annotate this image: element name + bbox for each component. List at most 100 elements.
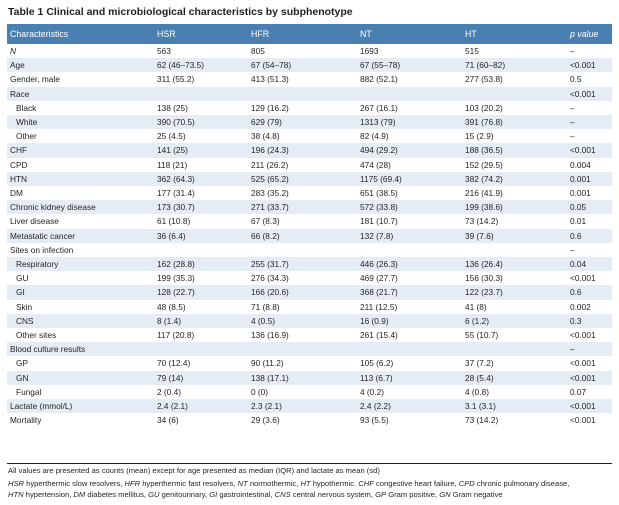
- cell-hfr: 29 (3.6): [251, 415, 280, 426]
- row-label: N: [10, 46, 16, 56]
- cell-p-value: –: [570, 46, 575, 56]
- cell-ht: [462, 342, 567, 357]
- abbreviation-definition: gastrointestinal,: [217, 490, 275, 499]
- abbreviation: DM: [73, 490, 86, 499]
- cell-hsr: 118 (21): [157, 159, 188, 170]
- table-row: GI 128 (22.7) 166 (20.6) 368 (21.7) 122 (23.…: [7, 285, 612, 300]
- cell-nt: 4 (0.2): [360, 386, 384, 397]
- cell-nt: 882 (52.1): [360, 74, 398, 85]
- cell-nt: 572 (33.8): [357, 200, 462, 215]
- cell-p-value: –: [570, 102, 575, 113]
- characteristics-table: Characteristics HSR HFR NT HT p value N 5…: [7, 24, 612, 427]
- cell-hfr: [248, 243, 357, 257]
- cell-nt: 82 (4.9): [360, 131, 389, 142]
- abbreviation-definition: chronic pulmonary disease,: [474, 479, 570, 488]
- abbreviation-definition: Gram positive,: [386, 490, 440, 499]
- table-row: Gender, male 311 (55.2) 413 (51.3) 882 (52.…: [7, 72, 612, 86]
- cell-hsr: [154, 86, 248, 101]
- cell-ht: 382 (74.2): [462, 171, 567, 187]
- row-label: DM: [10, 188, 23, 199]
- cell-nt: [357, 243, 462, 257]
- cell-hfr: 136 (16.9): [251, 330, 289, 341]
- cell-nt: 446 (26.3): [357, 257, 462, 272]
- abbreviation: HFR: [124, 479, 141, 488]
- row-label: Skin: [16, 301, 33, 312]
- cell-p-value: <0.001: [570, 415, 596, 426]
- cell-nt: 132 (7.8): [357, 228, 462, 243]
- column-header-p-value: p value: [567, 24, 612, 44]
- cell-hsr: [154, 342, 248, 357]
- row-label: Respiratory: [7, 257, 154, 272]
- table-row: N 563 805 1693 515 –: [7, 44, 612, 58]
- cell-hfr: 805: [251, 46, 265, 56]
- row-label: Chronic kidney disease: [7, 200, 154, 215]
- cell-ht: 515: [465, 46, 479, 56]
- abbreviation: NT: [237, 479, 248, 488]
- cell-ht: 199 (38.6): [462, 200, 567, 215]
- cell-hsr: 390 (70.5): [154, 115, 248, 130]
- cell-ht: 41 (8): [465, 301, 487, 312]
- cell-ht: 156 (30.3): [465, 273, 503, 284]
- cell-nt: 2.4 (2.2): [357, 399, 462, 414]
- cell-hfr: 71 (8.8): [251, 301, 280, 312]
- row-label: Blood culture results: [7, 342, 154, 357]
- cell-hfr: 67 (54–78): [248, 58, 357, 73]
- row-label: GI: [7, 285, 154, 300]
- row-label: Lactate (mmol/L): [7, 399, 154, 414]
- abbreviation-definition: normothermic,: [247, 479, 301, 488]
- cell-nt: 474 (28): [360, 159, 391, 170]
- cell-p-value: –: [570, 244, 575, 255]
- cell-hfr: 38 (4.8): [251, 131, 280, 142]
- cell-p-value: <0.001: [567, 58, 612, 73]
- abbreviation-definition: diabetes mellitus,: [85, 490, 149, 499]
- cell-hfr: 138 (17.1): [248, 370, 357, 385]
- cell-p-value: 0.004: [570, 159, 591, 170]
- cell-ht: 152 (29.5): [465, 159, 503, 170]
- column-header-hsr: HSR: [154, 24, 248, 44]
- row-label: Black: [16, 102, 37, 113]
- cell-ht: 391 (76.8): [462, 115, 567, 130]
- column-header-hfr: HFR: [248, 24, 357, 44]
- cell-nt: 16 (0.9): [357, 313, 462, 329]
- row-label: GP: [16, 358, 28, 369]
- cell-hsr: 8 (1.4): [154, 313, 248, 329]
- cell-p-value: <0.001: [567, 370, 612, 385]
- cell-hfr: 271 (33.7): [248, 200, 357, 215]
- cell-hsr: 311 (55.2): [157, 74, 195, 85]
- cell-hfr: 196 (24.3): [248, 143, 357, 158]
- row-label: GU: [16, 273, 29, 284]
- row-label: Other sites: [16, 330, 57, 341]
- cell-hfr: [248, 342, 357, 357]
- row-label: Liver disease: [10, 216, 59, 227]
- table-row: Fungal 2 (0.4) 0 (0) 4 (0.2) 4 (0.8) 0.07: [7, 385, 612, 399]
- cell-hfr: 629 (79): [248, 115, 357, 130]
- cell-hsr: 199 (35.3): [157, 273, 195, 284]
- abbreviation: CNS: [274, 490, 291, 499]
- cell-ht: 55 (10.7): [465, 330, 499, 341]
- abbreviation: HSR: [8, 479, 25, 488]
- table-row: Other 25 (4.5) 38 (4.8) 82 (4.9) 15 (2.9) –: [7, 129, 612, 143]
- cell-nt: 261 (15.4): [360, 330, 398, 341]
- cell-hfr: 211 (26.2): [251, 159, 289, 170]
- abbreviation-definition: hypothermic.: [310, 479, 359, 488]
- abbreviation-definition: hyperthermic fast resolvers,: [140, 479, 238, 488]
- table-row: Skin 48 (8.5) 71 (8.8) 211 (12.5) 41 (8) 0.00…: [7, 300, 612, 314]
- cell-ht: 277 (53.8): [465, 74, 503, 85]
- cell-p-value: <0.001: [570, 358, 596, 369]
- cell-hfr: 90 (11.2): [251, 358, 284, 369]
- cell-hfr: 67 (8.3): [251, 216, 280, 227]
- cell-nt: 494 (29.2): [357, 143, 462, 158]
- row-label: Race: [7, 86, 154, 101]
- table-row: GN 79 (14) 138 (17.1) 113 (6.7) 28 (5.4) <0.0…: [7, 370, 612, 385]
- table-footnote: All values are presented as counts (mean…: [8, 466, 380, 475]
- table-row: Metastatic cancer 36 (6.4) 66 (8.2) 132 (7.…: [7, 228, 612, 243]
- cell-ht: 216 (41.9): [465, 188, 503, 199]
- table-row: Sites on infection –: [7, 243, 612, 257]
- table-row: Liver disease 61 (10.8) 67 (8.3) 181 (10.7)…: [7, 214, 612, 228]
- cell-p-value: –: [567, 115, 612, 130]
- table-row: CHF 141 (25) 196 (24.3) 494 (29.2) 188 (36.5…: [7, 143, 612, 158]
- cell-hfr: 129 (16.2): [251, 102, 289, 113]
- cell-p-value: <0.001: [567, 399, 612, 414]
- cell-hsr: 138 (25): [157, 102, 188, 113]
- cell-nt: 651 (38.5): [360, 188, 398, 199]
